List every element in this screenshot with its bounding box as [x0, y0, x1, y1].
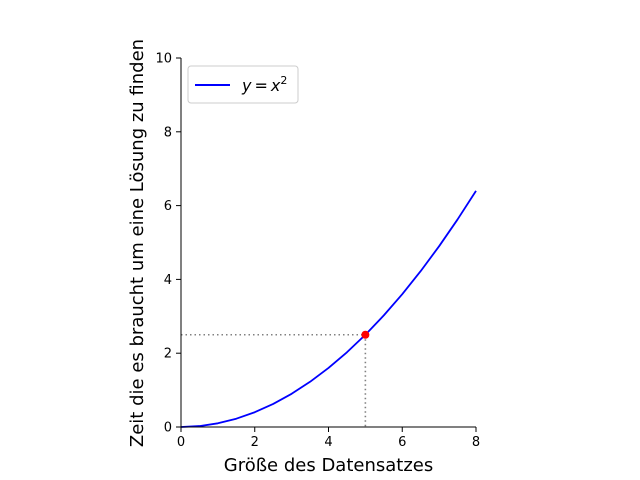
y-tick-label: 0 [164, 421, 172, 436]
legend: y = x2 [187, 65, 299, 104]
y-tick-label: 4 [164, 273, 172, 288]
series-line [180, 190, 477, 428]
legend-label: y = x2 [241, 74, 287, 95]
x-tick-label: 2 [251, 435, 259, 450]
x-tick-label: 4 [324, 435, 332, 450]
x-axis-title: Größe des Datensatzes [224, 455, 434, 476]
y-axis-ticks: 0 2 4 6 8 10 [155, 52, 181, 436]
y-tick-label: 2 [164, 347, 172, 362]
legend-box [187, 65, 299, 104]
legend-label-exponent: 2 [280, 74, 287, 87]
x-axis-ticks: 0 2 4 6 8 [177, 427, 480, 450]
x-tick-label: 6 [398, 435, 406, 450]
y-tick-label: 8 [164, 125, 172, 140]
legend-label-eq: = [254, 76, 267, 95]
legend-label-var: y [241, 76, 252, 95]
y-tick-label: 10 [155, 52, 172, 67]
x-tick-label: 0 [177, 435, 185, 450]
y-axis-title: Zeit die es braucht um eine Lösung zu fi… [127, 39, 148, 447]
plot-area [180, 190, 477, 428]
y-tick-label: 6 [164, 199, 172, 214]
x-tick-label: 8 [472, 435, 480, 450]
highlight-point [361, 330, 370, 339]
legend-label-base: x [270, 76, 281, 95]
